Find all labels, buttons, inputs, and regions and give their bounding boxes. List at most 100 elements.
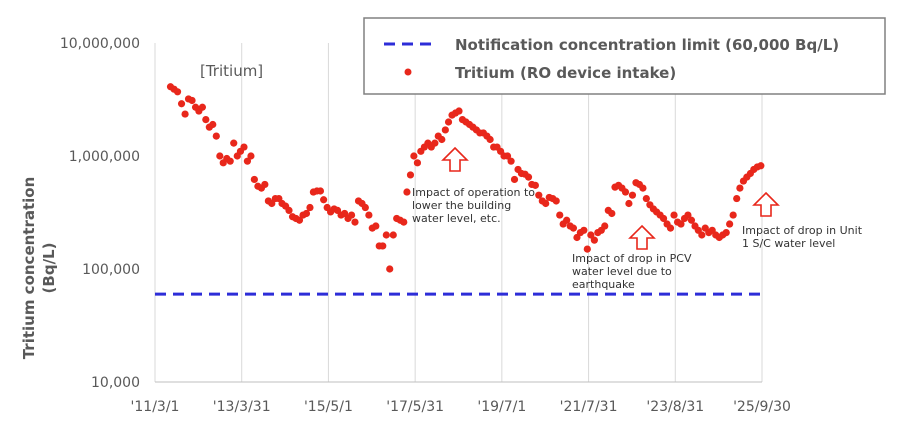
tritium-data-point <box>386 265 394 273</box>
tritium-data-point <box>535 191 543 199</box>
tritium-data-point <box>295 216 304 224</box>
up-arrow-icon <box>628 224 656 250</box>
y-tick-label: 1,000,000 <box>69 149 140 165</box>
tritium-data-point <box>316 187 325 195</box>
x-tick-label: '13/3/31 <box>213 399 271 415</box>
tritium-data-point <box>736 184 744 192</box>
tritium-data-point <box>722 228 730 237</box>
tritium-data-point <box>684 211 692 219</box>
tritium-data-point <box>347 211 356 219</box>
legend: Notification concentration limit (60,000… <box>363 17 886 95</box>
tritium-data-point <box>444 118 453 126</box>
chart-tag: [Tritium] <box>200 62 263 80</box>
tritium-data-point <box>173 88 182 96</box>
annotation-text-line: Impact of drop in Unit <box>742 224 863 237</box>
tritium-data-point <box>510 175 519 184</box>
annotation-text-line: lower the building <box>412 199 511 212</box>
up-arrow-icon <box>441 146 469 172</box>
x-tick-label: '25/9/30 <box>733 399 791 415</box>
tritium-data-point <box>320 196 328 204</box>
x-tick-label: '21/7/31 <box>560 399 618 415</box>
tritium-data-point <box>247 152 255 160</box>
x-tick-label: '11/3/1 <box>131 399 180 415</box>
legend-limit-label: Notification concentration limit (60,000… <box>455 36 839 54</box>
tritium-data-point <box>400 218 408 226</box>
tritium-data-point <box>556 211 564 219</box>
tritium-data-point <box>587 231 595 239</box>
tritium-data-point <box>621 188 630 196</box>
tritium-data-point <box>379 242 387 250</box>
tritium-data-point <box>361 203 369 212</box>
x-tick-label: '19/7/1 <box>477 399 526 415</box>
tritium-data-point <box>438 135 446 144</box>
tritium-data-point <box>285 206 293 215</box>
tritium-data-point <box>202 115 210 124</box>
tritium-data-point <box>209 120 217 129</box>
tritium-data-point <box>542 199 550 208</box>
tritium-data-point <box>677 220 685 228</box>
annotation-text-line: Impact of operation to <box>412 186 535 199</box>
tritium-data-point <box>431 139 439 147</box>
y-axis-title: Tritium concentration (Bq/L) <box>20 177 58 360</box>
y-tick-label: 10,000 <box>91 375 140 391</box>
tritium-data-point <box>601 222 609 230</box>
tritium-data-point <box>524 173 533 181</box>
x-tick-label: '23/8/31 <box>646 399 704 415</box>
tritium-data-point <box>261 180 269 189</box>
up-arrow-icon <box>752 191 780 217</box>
tritium-data-point <box>639 184 647 192</box>
annotation-text-line: earthquake <box>572 278 635 291</box>
tritium-data-point <box>389 231 397 239</box>
tritium-data-point <box>351 218 359 226</box>
legend-box <box>363 17 886 95</box>
tritium-data-point <box>569 224 578 232</box>
tritium-data-point <box>687 216 696 224</box>
y-tick-labels: 10,000 100,000 1,000,000 10,000,000 <box>60 36 140 391</box>
tritium-data-point <box>642 194 650 203</box>
tritium-data-point <box>670 211 678 219</box>
tritium-data-point <box>580 226 588 234</box>
tritium-data-point <box>590 236 598 244</box>
tritium-data-point <box>198 103 207 111</box>
tritium-data-point <box>240 143 248 151</box>
tritium-data-point <box>226 157 234 165</box>
tritium-data-point <box>486 135 494 144</box>
legend-tritium-label: Tritium (RO device intake) <box>455 64 676 82</box>
tritium-data-point <box>212 132 220 140</box>
tritium-data-point <box>552 197 560 205</box>
tritium-data-point <box>729 211 737 219</box>
tritium-data-point <box>406 171 415 179</box>
annotation-text-line: water level, etc. <box>412 212 501 225</box>
tritium-data-point <box>243 157 252 165</box>
tritium-data-point <box>382 231 390 239</box>
tritium-data-point <box>365 211 373 219</box>
tritium-data-point <box>181 110 189 118</box>
tritium-data-point <box>410 152 418 160</box>
tritium-data-point <box>666 224 675 232</box>
tritium-data-point <box>726 220 734 228</box>
tritium-data-point <box>302 209 311 218</box>
x-tick-label: '15/5/1 <box>304 399 353 415</box>
tritium-data-point <box>531 181 539 189</box>
tritium-data-point <box>628 191 637 199</box>
tritium-data-point <box>698 231 706 239</box>
tritium-data-point <box>733 194 741 203</box>
tritium-data-point <box>413 159 422 167</box>
tritium-data-point <box>757 162 765 170</box>
tritium-data-point <box>177 100 186 108</box>
tritium-data-point <box>583 245 591 253</box>
annotation-text-line: Impact of drop in PCV <box>572 252 692 265</box>
legend-tritium-swatch <box>404 68 412 76</box>
tritium-data-point <box>403 188 411 196</box>
tritium-data-point <box>372 222 380 230</box>
tritium-data-point <box>507 157 515 165</box>
x-tick-label: '17/5/31 <box>386 399 444 415</box>
tritium-data-point <box>441 126 449 134</box>
annotation-text-line: water level due to <box>572 265 672 278</box>
tritium-data-point <box>563 216 571 224</box>
